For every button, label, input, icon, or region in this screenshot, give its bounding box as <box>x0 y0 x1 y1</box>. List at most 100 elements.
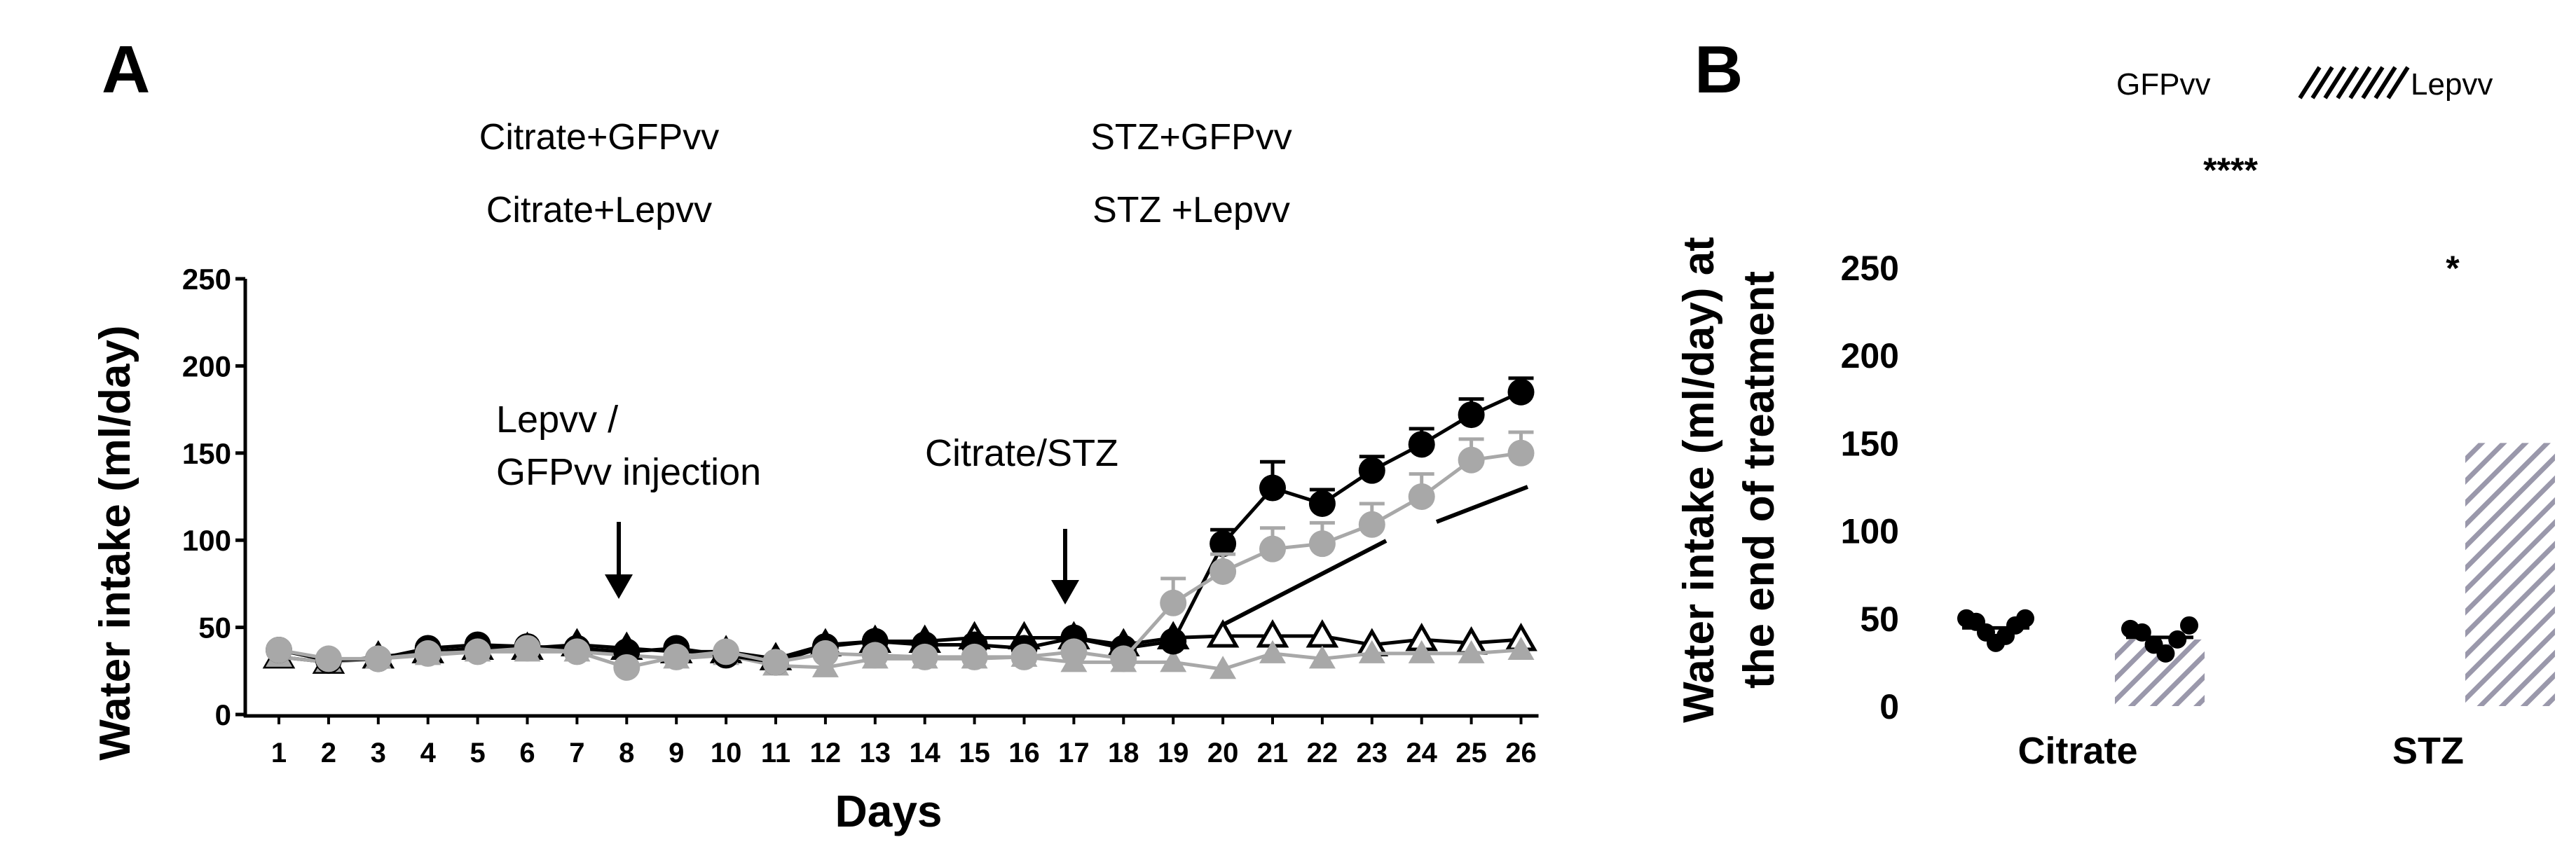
x-tick-label-a: 7 <box>569 738 584 768</box>
x-axis-title-a: Days <box>835 786 943 836</box>
data-point <box>1408 640 1435 663</box>
data-point <box>315 645 342 672</box>
data-point <box>266 636 292 663</box>
significance-line-2 <box>1435 485 1529 524</box>
x-tick-label-a: 11 <box>761 738 790 768</box>
data-point <box>1160 628 1187 655</box>
data-point <box>1210 558 1237 585</box>
x-tick-label-a: 24 <box>1406 738 1437 768</box>
data-point <box>811 640 839 667</box>
x-tick-label-a: 12 <box>810 738 842 768</box>
data-point-b <box>2132 623 2151 642</box>
legend-stz-gfpvv: STZ+GFPvv <box>1090 117 1292 158</box>
y-tick-label-b: 200 <box>1841 336 1899 375</box>
x-tick-label-a: 14 <box>909 738 940 768</box>
data-point <box>1358 457 1385 484</box>
x-tick-label-a: 15 <box>959 738 990 768</box>
significance-line-1 <box>1221 539 1388 627</box>
x-tick-label-a: 1 <box>271 738 287 768</box>
significance-stars-1: **** <box>2203 151 2258 190</box>
series-stz-lepvv <box>266 430 1535 681</box>
y-tick-label-a: 150 <box>182 437 231 470</box>
y-tick-label-a: 0 <box>215 698 231 731</box>
x-ticks-a: 1 2 3 4 5 6 7 8 9 10 11 12 13 14 15 16 17 18 19 20 21 22 23 24 2… <box>271 716 1537 768</box>
data-point-b <box>2180 616 2198 635</box>
series-line <box>278 451 1521 670</box>
data-point <box>563 638 591 665</box>
data-point <box>1308 490 1336 517</box>
x-tick-label-a: 10 <box>711 738 742 768</box>
significance-stars-2: * <box>2446 249 2460 288</box>
legend-citrate-gfpvv: Citrate+GFPvv <box>479 117 719 158</box>
annotation-injection-2: GFPvv injection <box>496 451 761 493</box>
data-point <box>713 638 740 665</box>
data-point <box>961 643 988 670</box>
legend-b-lepvv: Lepvv <box>2411 67 2493 102</box>
x-tick-label-a: 16 <box>1008 738 1040 768</box>
data-point <box>1259 640 1286 663</box>
y-axis-title-b-line-2: the end of treatment <box>1735 271 1783 689</box>
data-point <box>1060 638 1088 665</box>
y-tick-label-b: 0 <box>1879 687 1899 726</box>
x-tick-label-a: 4 <box>420 738 437 768</box>
data-point <box>1259 535 1286 562</box>
y-tick-label-a: 200 <box>182 350 231 382</box>
data-point <box>364 645 392 672</box>
data-point <box>1210 656 1237 679</box>
data-point <box>1160 589 1187 616</box>
data-point <box>762 649 789 676</box>
data-point <box>1408 483 1435 510</box>
data-point-b <box>2016 609 2034 628</box>
x-tick-label-a: 9 <box>669 738 684 768</box>
x-tick-label-a: 3 <box>371 738 386 768</box>
arrow-injection <box>605 522 633 599</box>
x-tick-label-a: 22 <box>1307 738 1338 768</box>
data-point <box>1110 645 1137 672</box>
category-label-stz: STZ <box>2392 730 2464 772</box>
series-stz-gfpvv <box>266 376 1535 676</box>
data-point <box>1160 649 1187 672</box>
x-tick-label-a: 5 <box>470 738 485 768</box>
x-categories-b: Citrate STZ <box>2017 730 2464 772</box>
y-tick-label-b: 250 <box>1841 249 1899 288</box>
y-tick-label-a: 50 <box>198 612 231 644</box>
data-point <box>1308 645 1336 669</box>
x-tick-label-a: 19 <box>1158 738 1189 768</box>
x-tick-label-a: 13 <box>860 738 891 768</box>
series-line <box>278 390 1522 664</box>
data-point <box>663 643 690 670</box>
data-point <box>1507 439 1535 467</box>
data-point <box>1408 431 1435 458</box>
series-a <box>262 376 1537 681</box>
data-point <box>414 640 441 667</box>
category-label-citrate: Citrate <box>2017 730 2137 772</box>
data-point <box>1458 401 1485 429</box>
y-ticks-a: 0 50 100 150 200 250 <box>182 263 245 731</box>
x-tick-label-a: 18 <box>1108 738 1139 768</box>
data-point <box>1206 619 1240 648</box>
x-tick-label-a: 25 <box>1455 738 1487 768</box>
annotation-injection-1: Lepvv / <box>496 399 618 441</box>
y-tick-label-b: 50 <box>1860 600 1899 639</box>
legend-b-gfpvv: GFPvv <box>2116 67 2210 102</box>
panel-label-b: B <box>1694 32 1743 107</box>
arrow-citrate-stz <box>1051 529 1079 605</box>
y-tick-label-b: 100 <box>1841 512 1899 551</box>
y-tick-label-a: 250 <box>182 263 231 296</box>
bars-b <box>2115 443 2555 706</box>
y-tick-label-a: 100 <box>182 524 231 557</box>
data-point <box>1210 530 1237 558</box>
x-tick-label-a: 2 <box>321 738 336 768</box>
x-tick-label-a: 17 <box>1058 738 1090 768</box>
annotation-citrate-stz: Citrate/STZ <box>925 432 1118 474</box>
data-point <box>1358 640 1385 663</box>
data-point <box>514 635 541 662</box>
data-point <box>464 638 491 665</box>
bar-lepvv-stz <box>2465 443 2555 706</box>
data-point <box>1010 643 1038 670</box>
y-tick-label-b: 150 <box>1841 424 1899 463</box>
data-point <box>861 642 889 669</box>
x-tick-label-a: 20 <box>1207 738 1239 768</box>
y-axis-title-a: Water intake (ml/day) <box>91 325 139 760</box>
legend-b-hatch-swatch <box>2298 66 2410 99</box>
